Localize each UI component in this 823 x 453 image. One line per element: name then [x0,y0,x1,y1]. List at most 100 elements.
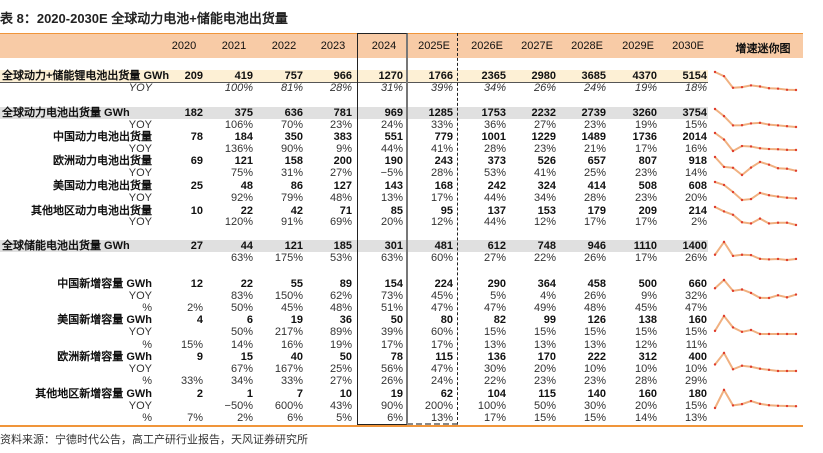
table-cell: 25% [583,167,606,179]
sparkline [713,70,798,92]
table-cell: 3260 [632,107,657,119]
sparkline-line [714,240,797,262]
table-cell: 17% [430,339,453,351]
table-cell: 15% [684,119,707,131]
column-header-2021: 2021 [221,40,247,52]
table-cell: 39% [430,82,453,94]
table-cell: 400 [688,351,707,363]
sparkline-point [758,85,762,88]
table-cell: 104 [487,388,506,400]
table-cell: 136 [487,351,506,363]
table-cell: 44% [380,143,403,155]
table-cell: 15% [533,412,556,424]
table-cell: 1736 [632,131,657,143]
row-label: 美国动力电池出货量 [53,180,152,192]
sparkline-point [794,169,798,172]
table-cell: 48% [329,302,352,314]
sparkline-line [714,387,797,409]
table-cell: 600% [274,400,303,412]
table-title: 表 8：2020-2030E 全球动力电池+储能电池出货量 [0,11,288,26]
sparkline-point [767,296,771,300]
table-cell: 19 [290,314,303,326]
sparkline-point [740,253,744,256]
table-cell: 13% [483,339,506,351]
table-cell: 48% [329,192,352,204]
table-cell: 45% [634,302,657,314]
table-cell: 209 [638,205,657,217]
table-cell: 25% [329,363,352,375]
column-header-2029e: 2029E [622,40,654,52]
sparkline-point [713,70,717,74]
table-cell: 18% [684,82,707,94]
table-cell: 27% [329,375,352,387]
table-cell: 14% [230,339,253,351]
sparkline-point [722,165,726,169]
table-cell: 918 [688,155,707,167]
sparkline-point [758,191,762,195]
table-cell: 120% [224,216,253,228]
column-header-2027e: 2027E [521,40,553,52]
row-label: YOY [128,326,152,338]
sparkline [713,240,798,262]
table-cell: 26% [380,375,403,387]
sparkline-point [776,87,780,90]
row-label: 其他地区新增容量 GWh [35,388,152,400]
table-cell: 185 [333,240,352,252]
table-cell: 29% [684,375,707,387]
table-cell: 92% [230,192,253,204]
sparkline-point [758,217,762,220]
sparkline-point [740,173,744,177]
table-cell: 30% [583,400,606,412]
column-header-2026e: 2026E [471,40,503,52]
sparkline-column-header: 增速迷你图 [735,43,791,55]
row-label: 全球动力电池出货量 GWh [2,107,130,119]
sparkline [713,180,798,202]
sparkline-point [731,404,735,407]
table-cell: 364 [537,278,556,290]
row-label: 全球储能电池出货量 GWh [2,240,130,252]
divider [0,82,708,83]
sparkline-point [794,293,798,296]
table-cell: 28% [583,192,606,204]
table-cell: 10% [634,363,657,375]
table-cell: 209 [184,70,203,82]
row-label: YOY [128,290,152,302]
table-cell: 69 [190,155,203,167]
sparkline-point [722,74,726,78]
table-cell: 160 [638,388,657,400]
sparkline-point [731,86,735,90]
table-cell: 39% [380,326,403,338]
sparkline-point [776,167,780,170]
column-header-2022: 2022 [271,40,297,52]
table-cell: 126 [587,314,606,326]
table-cell: 657 [587,155,606,167]
table-cell: 100% [224,82,253,94]
sparkline-point [749,365,753,368]
sparkline-point [794,148,798,152]
row-label: % [142,302,152,314]
sparkline-line [714,278,797,300]
sparkline-point [749,399,753,403]
table-cell: 137 [487,205,506,217]
table-cell: 781 [333,107,352,119]
table-cell: 60% [430,326,453,338]
sparkline-point [785,258,789,262]
table-cell: 224 [434,278,453,290]
row-band [0,240,708,252]
table-cell: 23% [583,375,606,387]
table-cell: 312 [638,351,657,363]
table-cell: −5% [380,167,403,179]
sparkline-point [731,213,735,216]
sparkline-line [714,71,797,91]
table-cell: 121 [284,240,303,252]
table-cell: 143 [384,180,403,192]
sparkline-point [785,125,789,128]
table-cell: 15% [684,326,707,338]
table-cell: 2980 [531,70,556,82]
row-label: 中国动力电池出货量 [53,131,152,143]
table-cell: 12% [634,339,657,351]
highlight-box-2025e [407,33,458,425]
table-cell: 612 [487,240,506,252]
table-cell: 31% [280,167,303,179]
sparkline-point [731,149,735,153]
